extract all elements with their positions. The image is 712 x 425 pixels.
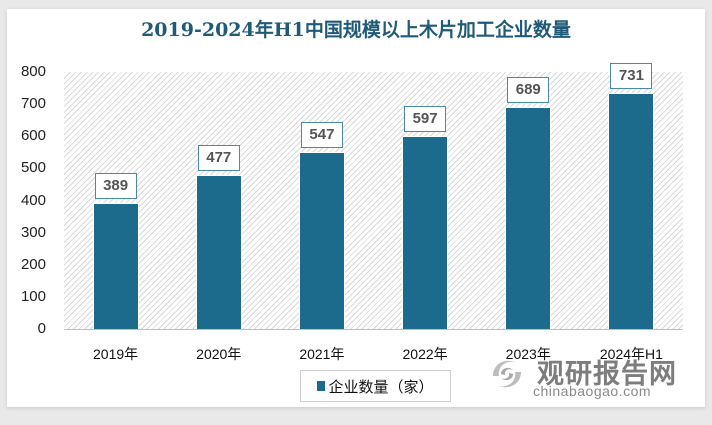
watermark-cn: 观研报告网 <box>537 359 677 389</box>
bar <box>196 175 241 329</box>
legend: 企业数量（家） <box>300 370 451 402</box>
data-label: 547 <box>300 122 343 149</box>
x-tick-label: 2021年 <box>299 346 345 362</box>
bar <box>609 94 654 329</box>
y-tick-label: 300 <box>20 223 46 241</box>
y-tick-label: 700 <box>20 95 46 113</box>
bar <box>506 107 551 329</box>
x-axis-line <box>64 329 683 330</box>
chart-title: 2019-2024年H1中国规模以上木片加工企业数量 <box>141 19 571 41</box>
data-label: 597 <box>404 106 447 133</box>
y-tick-label: 100 <box>20 287 46 305</box>
x-tick-label: 2019年 <box>93 346 139 362</box>
legend-swatch <box>317 381 326 391</box>
y-tick-label: 0 <box>37 320 46 337</box>
legend-label: 企业数量（家） <box>328 378 434 396</box>
x-tick-label: 2020年 <box>196 346 242 362</box>
bar <box>299 153 344 329</box>
y-tick-label: 400 <box>20 191 46 209</box>
x-tick-label: 2023年 <box>505 346 551 362</box>
bar <box>403 137 448 329</box>
y-tick-label: 800 <box>20 63 46 80</box>
bar <box>93 204 138 329</box>
watermark: 观研报告网 chinabaogao.com <box>487 352 687 402</box>
data-label: 477 <box>197 144 240 171</box>
data-label: 389 <box>94 173 137 200</box>
x-tick-label: 2022年 <box>402 346 448 362</box>
x-tick-label: 2024年H1 <box>599 346 663 362</box>
data-label: 689 <box>507 76 550 103</box>
y-tick-label: 200 <box>20 255 46 273</box>
watermark-en: chinabaogao.com <box>533 383 652 399</box>
chinabaogao-logo-icon <box>493 360 521 388</box>
data-label: 731 <box>610 63 653 90</box>
y-tick-label: 600 <box>20 127 46 145</box>
plot-area <box>64 72 683 329</box>
y-tick-label: 500 <box>20 159 46 177</box>
